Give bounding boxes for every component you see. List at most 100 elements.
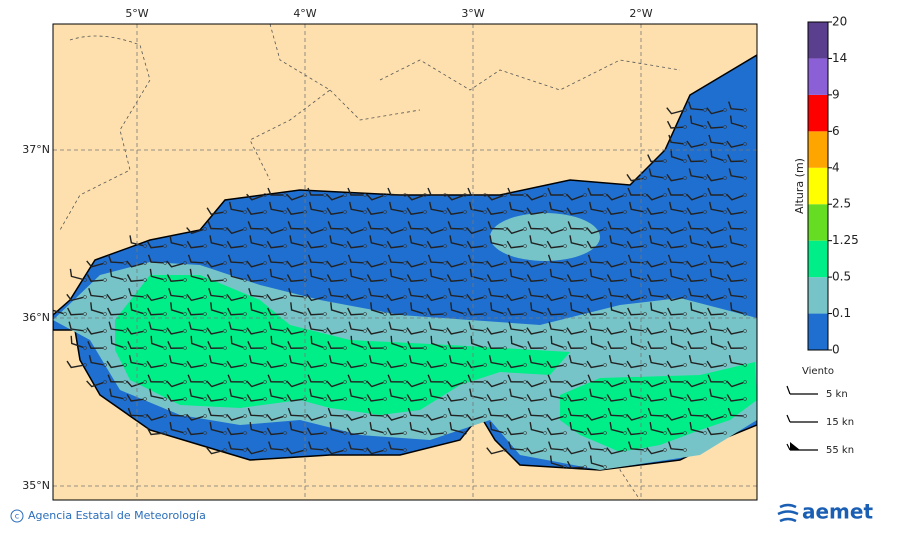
barb-staff [530,302,544,315]
lon-label: 4°W [293,7,316,20]
barb-staff [710,335,724,349]
barb-station [143,312,147,316]
barb-station [563,261,567,265]
wind-barb [369,235,387,248]
barb-staff [728,101,744,111]
barb-station [443,227,447,231]
wind-barb [547,374,567,384]
barb-staff [426,293,444,302]
barb-staff [706,240,724,249]
barb-staff [726,380,744,388]
barb-station [503,193,507,197]
wind-barb [386,413,407,421]
barb-station [543,380,547,384]
barb-staff [546,240,564,249]
barb-staff [228,201,244,213]
barb-station [343,346,347,350]
wind-barb [626,413,647,421]
barb-staff [208,354,224,366]
barb-station [243,431,247,435]
colorbar-tick-label: 6 [832,124,840,138]
barb-staff [688,101,704,111]
barb-station [683,380,687,384]
barb-staff [306,227,324,235]
wind-barb [729,235,747,248]
barb-station [523,227,527,231]
wind-barb [666,427,687,436]
barb-station [243,227,247,231]
barb-staff [709,388,724,400]
wind-barb [308,441,327,452]
wind-barb [147,374,167,384]
barb-station [643,431,647,435]
barb-station [323,227,327,231]
wind-barb [128,354,147,367]
wind-barb [306,427,327,436]
barb-staff [249,421,264,434]
wind-barb [666,293,687,302]
wind-barb [326,260,347,268]
wind-barb [387,374,407,384]
wind-barb [110,335,127,350]
barb-staff [129,235,144,247]
barb-station [103,329,107,333]
barb-station [683,125,687,129]
wind-barb [406,274,427,282]
map-frame [52,23,758,501]
barb-staff [286,274,304,282]
wind-barb [267,307,287,316]
barb-staff [567,221,584,230]
barb-staff [347,254,364,264]
wind-barb [346,360,367,369]
wind-barb [326,274,347,282]
barb-station [383,414,387,418]
barb-staff [567,341,584,349]
barb-station [263,295,267,299]
wind-barb [266,240,287,249]
wind-barb [509,268,527,282]
wind-barb [670,335,687,350]
barb-station [83,346,87,350]
barb-station [143,380,147,384]
barb-staff [727,341,744,349]
barb-staff [546,413,564,421]
wind-barb [247,341,267,350]
barb-station [443,380,447,384]
barb-station [363,346,367,350]
barb-staff [408,288,424,298]
barb-station [243,448,247,452]
barb-staff [227,307,244,316]
barb-staff [207,341,224,349]
barb-staff [468,201,484,213]
barb-station [583,261,587,265]
barb-staff [487,407,504,417]
barb-station [443,244,447,248]
barb-station [123,295,127,299]
barb-staff [729,115,744,128]
wind-barb [87,341,107,350]
barb-staff [426,413,444,421]
barb-staff [187,307,204,316]
wind-barb [709,388,727,401]
wind-barb [488,288,507,299]
wind-barb [109,268,127,282]
barb-staff [349,388,364,400]
barb-station [623,397,627,401]
wind-barb [68,321,87,333]
barb-station [603,261,607,265]
barb-station [603,448,607,452]
barb-staff [386,427,404,436]
wave-zone [490,213,600,261]
barb-station [623,448,627,452]
barb-staff [487,341,504,349]
barb-station [223,312,227,316]
barb-station [603,244,607,248]
barb-staff [187,254,204,264]
wind-barb [707,254,727,265]
barb-staff [669,268,684,281]
barb-staff [128,288,144,298]
barb-station [363,295,367,299]
barb-station [743,142,747,146]
barb-staff [406,327,424,335]
barb-staff [147,374,164,383]
